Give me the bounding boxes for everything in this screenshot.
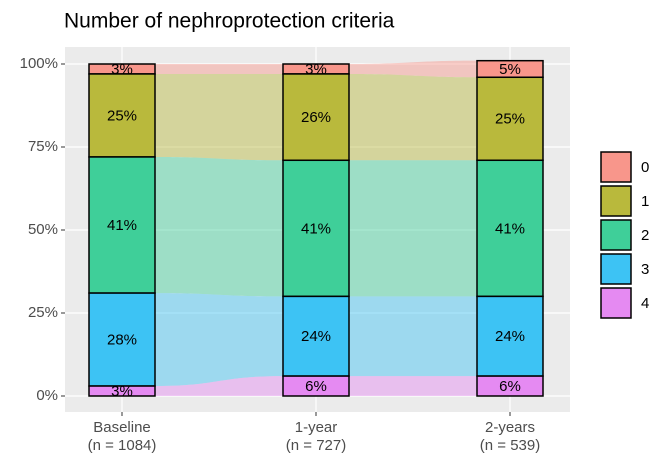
x-tick-note: (n = 1084) <box>88 437 157 454</box>
bar-segment <box>88 73 156 158</box>
legend-key <box>600 253 632 285</box>
y-tick-label: 25% <box>28 304 58 321</box>
flow <box>155 73 283 161</box>
flow <box>349 73 477 161</box>
bar-segment <box>282 295 350 377</box>
x-tick-note: (n = 727) <box>286 437 346 454</box>
value-label: 6% <box>305 378 327 395</box>
bar-segment <box>88 292 156 387</box>
bar-segment <box>88 385 156 397</box>
flow <box>349 296 477 377</box>
x-tick-label: 1-year <box>295 419 338 436</box>
value-label: 5% <box>499 61 521 78</box>
bar-segment <box>282 375 350 397</box>
bar-segment <box>476 159 544 298</box>
legend-label: 0 <box>641 159 649 176</box>
flow <box>155 64 283 74</box>
legend-key <box>600 287 632 319</box>
bar-segment <box>476 76 544 162</box>
value-label: 25% <box>107 107 137 124</box>
value-label: 41% <box>107 217 137 234</box>
value-label: 3% <box>111 383 133 400</box>
flow <box>155 293 283 387</box>
flow <box>349 376 477 396</box>
bar-segment <box>476 375 544 397</box>
value-label: 28% <box>107 332 137 349</box>
y-tick-label: 0% <box>36 387 58 404</box>
value-label: 6% <box>499 378 521 395</box>
flow <box>349 60 477 78</box>
x-tick-note: (n = 539) <box>480 437 540 454</box>
legend-label: 3 <box>641 261 649 278</box>
flow <box>155 156 283 297</box>
bar-segment <box>282 73 350 162</box>
x-tick-label: Baseline <box>93 419 151 436</box>
bar-segment <box>88 156 156 294</box>
y-tick-label: 75% <box>28 138 58 155</box>
value-label: 24% <box>301 328 331 345</box>
value-label: 41% <box>301 220 331 237</box>
legend-label: 4 <box>641 295 649 312</box>
value-label: 25% <box>495 111 525 128</box>
chart-title: Number of nephroprotection criteria <box>64 10 395 33</box>
y-tick-label: 50% <box>28 221 58 238</box>
y-tick-label: 100% <box>20 55 58 72</box>
value-label: 24% <box>495 328 525 345</box>
value-label: 41% <box>495 220 525 237</box>
legend-label: 1 <box>641 193 649 210</box>
legend-key <box>600 185 632 217</box>
flow <box>155 376 283 396</box>
legend-label: 2 <box>641 227 649 244</box>
legend-key <box>600 219 632 251</box>
value-label: 26% <box>301 109 331 126</box>
flow <box>349 160 477 297</box>
bar-segment <box>282 159 350 298</box>
bar-segment <box>476 295 544 377</box>
x-tick-label: 2-years <box>485 419 535 436</box>
legend-key <box>600 151 632 183</box>
